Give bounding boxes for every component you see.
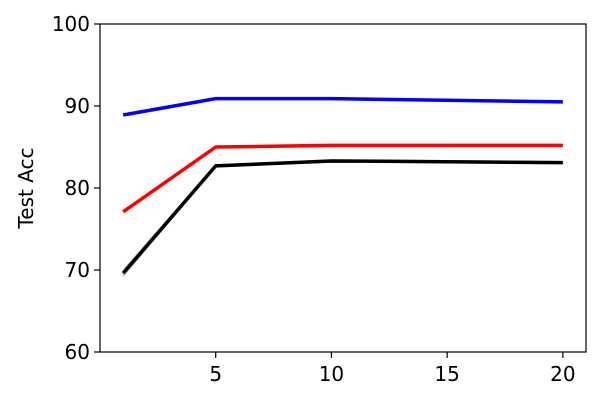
series-1-line xyxy=(122,96,563,117)
series-2-line xyxy=(122,143,563,214)
y-tick-label: 60 xyxy=(65,340,90,364)
series-3-line xyxy=(121,159,563,275)
y-axis-ticks: 60 70 80 90 100 xyxy=(52,12,100,364)
series-lines xyxy=(121,96,563,275)
y-axis-label: Test Acc xyxy=(14,147,38,229)
x-axis-ticks: 5 10 15 20 xyxy=(209,352,576,386)
y-tick-label: 80 xyxy=(65,176,90,200)
x-tick-label: 15 xyxy=(434,362,459,386)
y-tick-label: 90 xyxy=(65,94,90,118)
x-tick-label: 10 xyxy=(319,362,344,386)
confidence-bands xyxy=(123,159,563,278)
x-tick-label: 20 xyxy=(550,362,575,386)
series-3-band xyxy=(123,159,563,278)
x-tick-label: 5 xyxy=(209,362,222,386)
plot-frame xyxy=(99,23,587,353)
y-tick-label: 100 xyxy=(52,12,90,36)
y-tick-label: 70 xyxy=(65,258,90,282)
